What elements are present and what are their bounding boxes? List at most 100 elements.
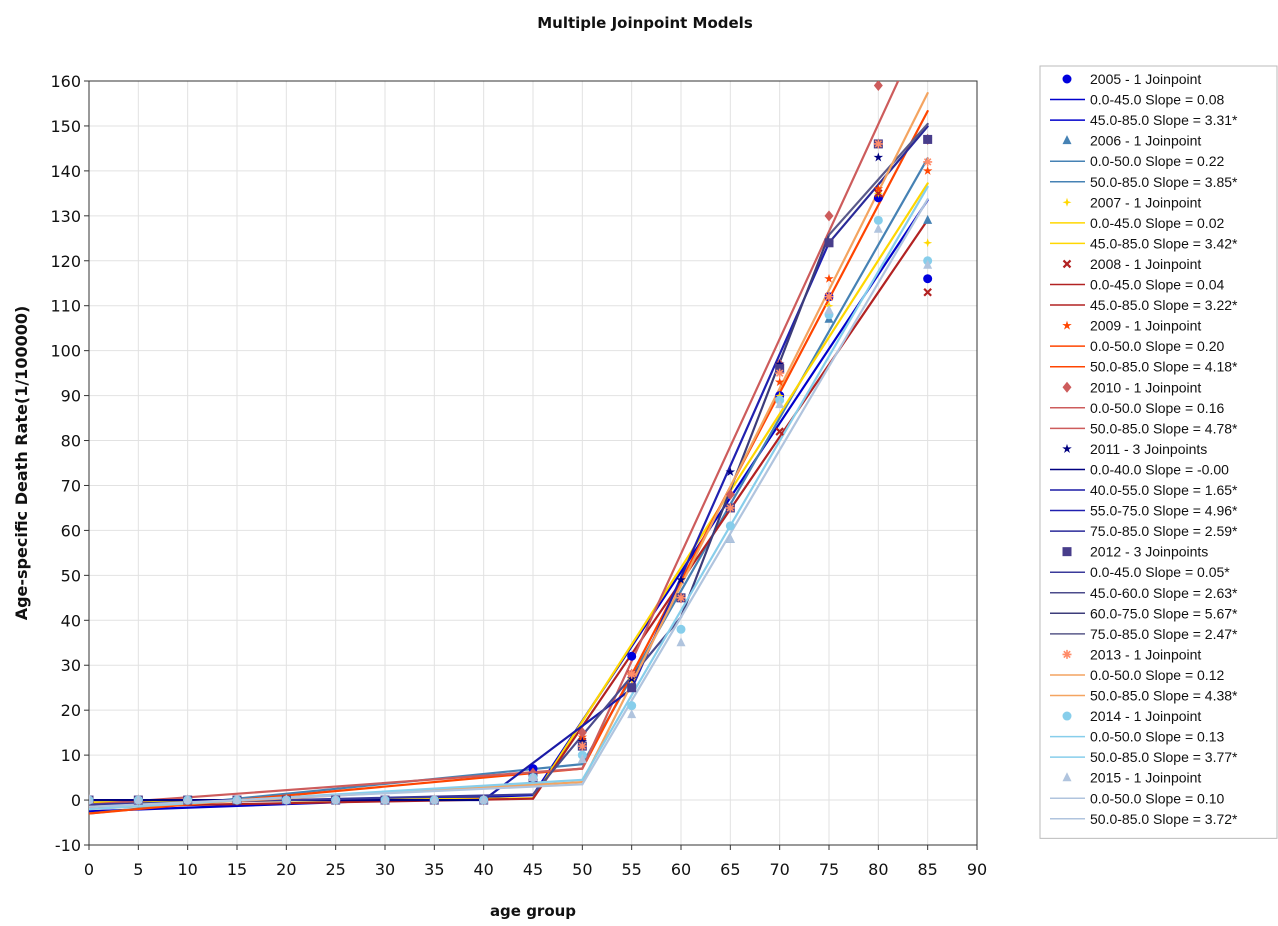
legend-marker (1062, 547, 1072, 557)
legend-marker (1062, 135, 1072, 145)
legend-segment-label: 50.0-85.0 Slope = 3.85* (1090, 174, 1238, 190)
x-tick-label: 75 (819, 860, 839, 879)
legend-entry: 2011 - 3 Joinpoints (1090, 441, 1207, 457)
data-point (774, 377, 785, 387)
legend-segment-label: 75.0-85.0 Slope = 2.47* (1090, 626, 1238, 642)
data-point (479, 794, 489, 804)
chart-title: Multiple Joinpoint Models (537, 14, 753, 32)
y-tick-label: 90 (61, 387, 81, 406)
data-point (873, 183, 884, 193)
regression-segment (581, 198, 929, 786)
data-point (183, 794, 193, 804)
legend-segment-label: 0.0-40.0 Slope = -0.00 (1090, 461, 1229, 477)
data-point (923, 157, 933, 167)
regression-segment (581, 185, 929, 781)
x-tick-label: 25 (325, 860, 345, 879)
data-point (774, 359, 785, 369)
data-point (281, 794, 291, 804)
x-tick-label: 15 (227, 860, 247, 879)
data-point (528, 772, 538, 782)
data-point (627, 709, 637, 719)
data-point (874, 189, 883, 198)
legend-segment-label: 0.0-50.0 Slope = 0.22 (1090, 153, 1224, 169)
legend-segment-label: 0.0-45.0 Slope = 0.08 (1090, 92, 1224, 108)
data-point (923, 287, 932, 297)
legend-segment-label: 45.0-85.0 Slope = 3.31* (1090, 112, 1238, 128)
legend-entry: 2006 - 1 Joinpoint (1090, 133, 1201, 149)
x-tick-label: 85 (917, 860, 937, 879)
x-tick-label: 50 (572, 860, 592, 879)
data-point (725, 521, 735, 531)
legend-entry: 2009 - 1 Joinpoint (1090, 318, 1201, 334)
data-point (577, 754, 587, 764)
data-point (577, 736, 588, 746)
y-tick-label: 160 (50, 72, 81, 91)
legend-marker (1062, 772, 1072, 782)
legend-segment-label: 50.0-85.0 Slope = 3.72* (1090, 811, 1238, 827)
plot-area (89, 81, 933, 815)
data-point (824, 304, 834, 314)
y-tick-label: 80 (61, 432, 81, 451)
legend-segment-label: 50.0-85.0 Slope = 4.18* (1090, 359, 1238, 375)
x-tick-label: 20 (276, 860, 296, 879)
x-tick-label: 70 (769, 860, 789, 879)
legend-box (1039, 65, 1278, 839)
legend-segment-label: 75.0-85.0 Slope = 2.59* (1090, 523, 1238, 539)
legend-segment-label: 0.0-50.0 Slope = 0.10 (1090, 790, 1224, 806)
regression-segment (581, 92, 929, 784)
x-tick-label: 65 (720, 860, 740, 879)
grid-layer (88, 80, 978, 846)
data-point (676, 624, 686, 634)
data-point (923, 214, 933, 224)
legend-segment-label: 0.0-50.0 Slope = 0.16 (1090, 400, 1224, 416)
legend-marker (1062, 443, 1072, 453)
legend-entry: 2015 - 1 Joinpoint (1090, 770, 1201, 786)
regression-segment (531, 616, 683, 796)
legend-entry: 2005 - 1 Joinpoint (1090, 71, 1201, 87)
legend-marker (1062, 711, 1072, 721)
legend-segment-label: 0.0-50.0 Slope = 0.12 (1090, 667, 1224, 683)
legend-segment-label: 55.0-75.0 Slope = 4.96* (1090, 503, 1238, 519)
data-point (627, 651, 637, 661)
legend-segment-label: 40.0-55.0 Slope = 1.65* (1090, 482, 1238, 498)
y-tick-label: 70 (61, 476, 81, 495)
legend-segment-label: 0.0-45.0 Slope = 0.02 (1090, 215, 1224, 231)
legend-entry: 2010 - 1 Joinpoint (1090, 379, 1201, 395)
x-tick-label: 10 (177, 860, 197, 879)
legend-marker (1062, 320, 1072, 330)
x-tick-label: 90 (967, 860, 987, 879)
data-point (923, 274, 933, 284)
regression-segment (89, 767, 584, 806)
y-tick-label: 120 (50, 252, 81, 271)
data-point (873, 223, 883, 233)
data-point (725, 466, 736, 477)
data-point (824, 210, 834, 222)
data-point (725, 503, 735, 513)
data-point (873, 215, 883, 225)
data-point (676, 637, 686, 647)
y-tick-label: 60 (61, 521, 81, 540)
y-tick-label: 10 (61, 746, 81, 765)
data-point (873, 152, 884, 162)
data-point (627, 683, 637, 693)
data-point (725, 533, 735, 543)
data-point (725, 488, 735, 500)
x-tick-label: 40 (473, 860, 493, 879)
legend-segment-label: 0.0-45.0 Slope = 0.04 (1090, 277, 1224, 293)
x-tick-label: 80 (868, 860, 888, 879)
data-point (873, 81, 883, 91)
legend-entry: 2008 - 1 Joinpoint (1090, 256, 1201, 272)
data-point (331, 794, 341, 804)
legend-segment-label: 45.0-85.0 Slope = 3.42* (1090, 235, 1238, 251)
legend-marker (1062, 381, 1072, 393)
data-point (922, 165, 933, 175)
y-axis-label: Age-specific Death Rate(1/100000) (12, 306, 31, 621)
data-point (577, 727, 587, 739)
data-point (232, 794, 242, 804)
y-tick-label: 0 (71, 791, 81, 810)
legend-segment-label: 60.0-75.0 Slope = 5.67* (1090, 605, 1238, 621)
regression-segment (827, 122, 929, 237)
y-tick-label: -10 (55, 836, 81, 855)
x-tick-label: 60 (671, 860, 691, 879)
